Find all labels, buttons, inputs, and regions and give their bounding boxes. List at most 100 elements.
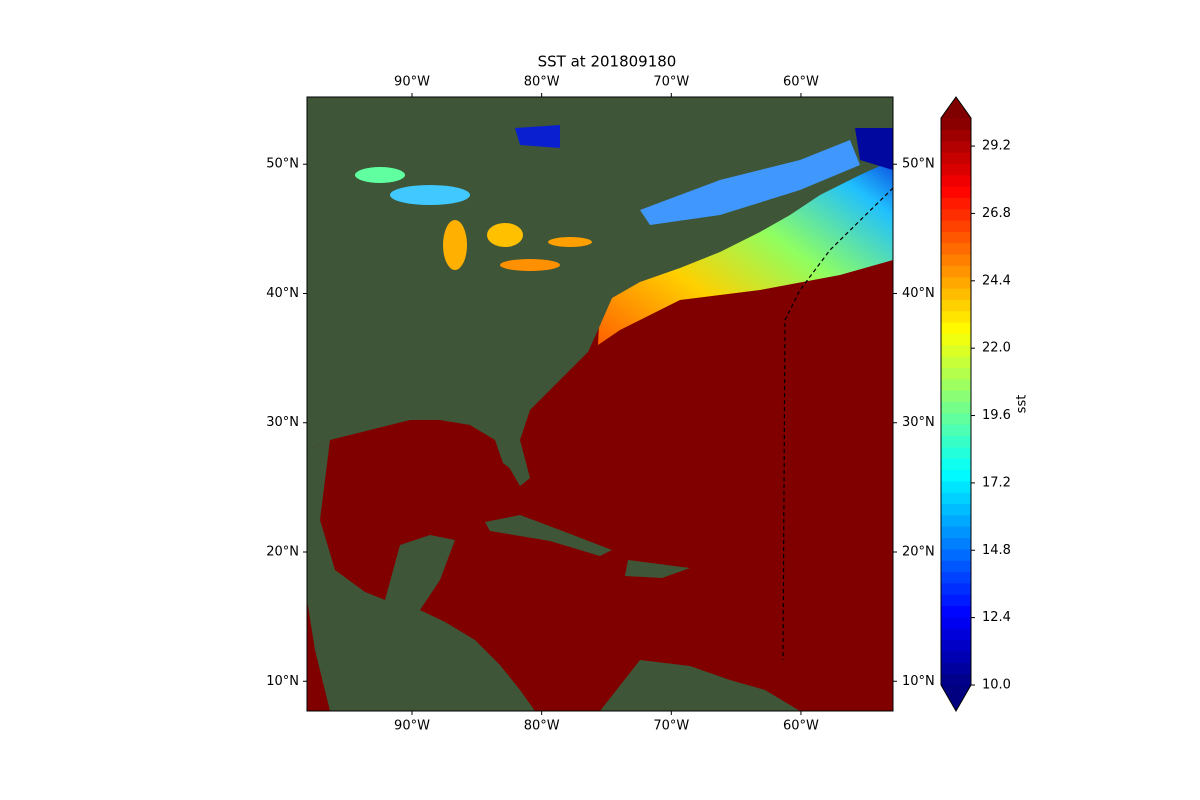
lon-label: 70°W	[653, 75, 689, 90]
colorbar-band	[941, 163, 971, 176]
colorbar-tick-label: 22.0	[982, 341, 1011, 356]
colorbar-extend	[941, 97, 971, 118]
colorbar-band	[941, 288, 971, 300]
colorbar-tick-label: 17.2	[982, 475, 1011, 490]
colorbar-band	[941, 208, 971, 221]
colorbar-band	[941, 650, 971, 663]
lon-label: 80°W	[524, 75, 560, 90]
lat-label: 20°N	[266, 545, 299, 560]
colorbar-band	[941, 605, 971, 618]
lon-label: 90°W	[394, 75, 430, 90]
colorbar-tick-label: 26.8	[982, 206, 1011, 221]
lake	[355, 167, 405, 183]
map-frame	[306, 96, 894, 712]
water	[640, 140, 860, 225]
colorbar-tick-label: 29.2	[982, 139, 1011, 154]
lat-label: 30°N	[266, 415, 299, 430]
title: SST at 201809180	[538, 53, 677, 71]
lon-label: 80°W	[524, 719, 560, 734]
colorbar-band	[941, 367, 971, 380]
colorbar-band	[941, 526, 971, 539]
lat-label: 40°N	[902, 286, 935, 301]
colorbar-band	[941, 231, 971, 244]
water	[855, 128, 893, 170]
colorbar-band	[941, 662, 971, 675]
lat-label: 20°N	[902, 545, 935, 560]
colorbar-band	[941, 322, 971, 334]
colorbar-extend	[941, 685, 971, 711]
lon-label: 70°W	[653, 719, 689, 734]
colorbar-band	[941, 242, 971, 255]
colorbar-band	[941, 310, 971, 323]
colorbar-band	[941, 265, 971, 278]
colorbar-tick-label: 10.0	[982, 678, 1011, 693]
lake	[390, 185, 470, 205]
colorbar-band	[941, 616, 971, 629]
colorbar-band	[941, 514, 971, 527]
colorbar-label: sst	[1015, 395, 1030, 414]
water	[515, 125, 560, 148]
colorbar-band	[941, 378, 971, 391]
colorbar-band	[941, 582, 971, 595]
colorbar: 10.0 12.4 14.8 17.2 19.6 22.0 24.4 26.8 29.2	[940, 96, 1011, 713]
colorbar-band	[941, 492, 971, 505]
colorbar-band	[941, 220, 971, 232]
colorbar-band	[941, 560, 971, 573]
colorbar-band	[941, 412, 971, 425]
land	[485, 515, 612, 556]
colorbar-tick-label: 12.4	[982, 610, 1011, 625]
colorbar-band	[941, 424, 971, 437]
track	[782, 187, 893, 661]
colorbar-band	[941, 197, 971, 210]
colorbar-band	[941, 673, 971, 686]
colorbar-band	[941, 503, 971, 516]
colorbar-band	[941, 435, 971, 448]
lon-label: 60°W	[783, 719, 819, 734]
map	[307, 97, 893, 711]
lat-label: 30°N	[902, 415, 935, 430]
land	[500, 440, 530, 486]
colorbar-band	[941, 480, 971, 493]
land	[625, 560, 690, 578]
colorbar-band	[941, 152, 971, 164]
lat-label: 40°N	[266, 286, 299, 301]
lake	[443, 220, 467, 270]
colorbar-band	[941, 276, 971, 289]
colorbar-band	[941, 458, 971, 471]
lat-label: 10°N	[266, 674, 299, 689]
colorbar-band	[941, 401, 971, 414]
colorbar-band	[941, 174, 971, 187]
colorbar-band	[941, 186, 971, 198]
colorbar-band	[941, 548, 971, 561]
colorbar-band	[941, 140, 971, 153]
colorbar-band	[941, 537, 971, 550]
colorbar-band	[941, 594, 971, 607]
colorbar-band	[941, 118, 971, 130]
colorbar-band	[941, 446, 971, 459]
colorbar-band	[941, 333, 971, 346]
colorbar-band	[941, 129, 971, 142]
lon-label: 90°W	[394, 719, 430, 734]
lat-label: 50°N	[902, 157, 935, 172]
colorbar-tick-label: 14.8	[982, 543, 1011, 558]
colorbar-band	[941, 571, 971, 584]
colorbar-band	[941, 639, 971, 652]
colorbar-band	[941, 254, 971, 266]
land	[600, 660, 800, 711]
lake	[487, 223, 523, 247]
lat-label: 50°N	[266, 157, 299, 172]
lake	[500, 259, 560, 271]
lake	[548, 237, 592, 247]
colorbar-tick-label: 24.4	[982, 273, 1011, 288]
lat-label: 10°N	[902, 674, 935, 689]
colorbar-band	[941, 628, 971, 641]
colorbar-band	[941, 390, 971, 402]
colorbar-band	[941, 469, 971, 482]
colorbar-tick-label: 19.6	[982, 408, 1011, 423]
colorbar-band	[941, 356, 971, 368]
land	[307, 440, 535, 711]
colorbar-band	[941, 344, 971, 357]
colorbar-band	[941, 299, 971, 312]
lon-label: 60°W	[783, 75, 819, 90]
